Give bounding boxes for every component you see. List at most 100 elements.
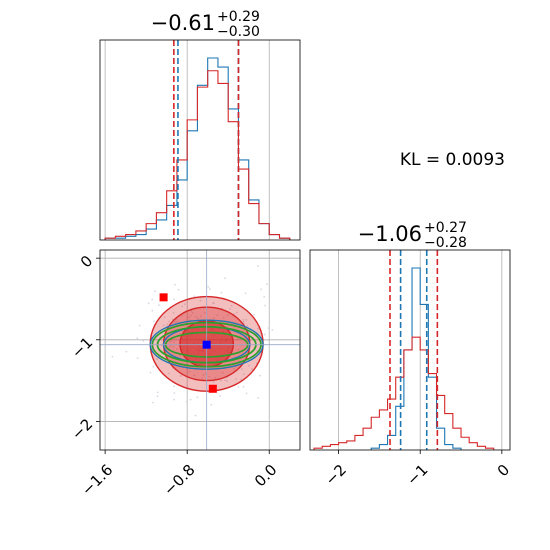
sample-point bbox=[189, 398, 192, 401]
sample-point bbox=[187, 316, 190, 319]
sample-point bbox=[138, 324, 141, 327]
sample-point bbox=[224, 277, 226, 280]
sample-point bbox=[204, 311, 206, 314]
contour-frame bbox=[99, 249, 301, 451]
x-tick-label-0: −2 bbox=[322, 461, 350, 489]
histogram-param-1: −0.61 +0.29 −0.30 bbox=[99, 9, 301, 241]
x-tick-label-1: −0.8 bbox=[160, 461, 198, 499]
sample-point bbox=[258, 374, 261, 377]
sample-point bbox=[175, 348, 178, 351]
sample-point bbox=[136, 337, 139, 340]
sample-point bbox=[242, 319, 245, 321]
sample-point bbox=[152, 401, 154, 404]
y-tick-label-0: 0 bbox=[77, 252, 96, 271]
sample-point bbox=[188, 370, 191, 373]
kl-label: KL = 0.0093 bbox=[400, 150, 505, 170]
sample-point bbox=[267, 339, 270, 342]
sample-point bbox=[260, 288, 263, 291]
sample-point bbox=[251, 368, 254, 370]
sample-point bbox=[168, 320, 170, 323]
sample-point bbox=[154, 290, 156, 293]
sample-point bbox=[242, 321, 245, 323]
sample-point bbox=[167, 372, 170, 375]
contour-param-1-2: −1.6 −0.8 0.0 0 −1 −2 bbox=[68, 249, 301, 499]
sample-point bbox=[191, 311, 194, 314]
sample-point bbox=[201, 377, 204, 380]
sample-point bbox=[156, 395, 159, 398]
sample-point bbox=[151, 298, 154, 301]
x-tick-label-2: 0.0 bbox=[251, 461, 281, 491]
sample-point bbox=[245, 318, 248, 321]
sample-point bbox=[235, 311, 238, 314]
sample-point bbox=[136, 357, 139, 360]
sample-point bbox=[193, 374, 196, 377]
sample-point bbox=[177, 288, 180, 291]
sample-point bbox=[142, 339, 145, 342]
sample-point bbox=[264, 304, 266, 307]
sample-point bbox=[197, 317, 199, 320]
sample-point bbox=[169, 345, 172, 348]
sample-point bbox=[220, 291, 223, 294]
sample-point bbox=[242, 385, 245, 388]
sample-point bbox=[174, 321, 176, 323]
title-lower: −0.30 bbox=[217, 24, 260, 40]
title-upper: +0.27 bbox=[424, 220, 467, 236]
sample-point bbox=[226, 380, 228, 383]
sample-point bbox=[265, 283, 268, 286]
sample-point bbox=[190, 309, 193, 312]
sample-point bbox=[149, 371, 152, 374]
sample-point bbox=[221, 371, 224, 374]
sample-point bbox=[233, 367, 235, 370]
sample-point bbox=[222, 316, 225, 319]
sample-point bbox=[173, 398, 175, 401]
sample-point bbox=[160, 344, 163, 347]
sample-point bbox=[246, 324, 249, 327]
sample-point bbox=[224, 379, 227, 382]
sample-point bbox=[176, 320, 179, 323]
histogram-series-0 bbox=[370, 267, 462, 450]
sample-point bbox=[151, 309, 154, 312]
sample-point bbox=[195, 315, 197, 318]
sample-point bbox=[271, 328, 274, 331]
title-lower: −0.28 bbox=[424, 235, 467, 251]
sample-point bbox=[173, 341, 175, 344]
marker-2 bbox=[202, 340, 211, 349]
sample-point bbox=[257, 327, 259, 330]
sample-point bbox=[152, 365, 155, 368]
histogram-param-2: −2 −1 0 −1.06 +0.27 −0.28 bbox=[309, 220, 513, 489]
sample-point bbox=[240, 378, 243, 381]
sample-point bbox=[185, 400, 188, 403]
title-upper: +0.29 bbox=[217, 9, 260, 25]
sample-point bbox=[147, 302, 150, 305]
sample-point bbox=[156, 391, 159, 394]
sample-point bbox=[212, 381, 215, 383]
sample-point bbox=[248, 364, 250, 367]
sample-point bbox=[193, 295, 196, 298]
sample-point bbox=[257, 265, 259, 268]
sample-point bbox=[156, 358, 158, 360]
sample-point bbox=[204, 373, 207, 375]
sample-point bbox=[125, 350, 128, 353]
sample-point bbox=[214, 377, 217, 379]
sample-point bbox=[189, 314, 192, 317]
histogram-series-0 bbox=[104, 57, 291, 240]
sample-point bbox=[237, 337, 239, 340]
sample-point bbox=[230, 304, 233, 307]
sample-point bbox=[245, 392, 248, 395]
sample-point bbox=[184, 303, 186, 306]
sample-point bbox=[237, 348, 240, 351]
histogram-param-2-title: −1.06 +0.27 −0.28 bbox=[358, 220, 467, 251]
sample-point bbox=[194, 414, 197, 417]
sample-point bbox=[172, 345, 175, 348]
histogram-param-2-frame bbox=[309, 249, 511, 451]
sample-point bbox=[162, 324, 165, 327]
y-tick-label-2: −2 bbox=[68, 415, 96, 443]
marker-1 bbox=[208, 384, 217, 393]
sample-point bbox=[257, 396, 259, 399]
sample-point bbox=[235, 377, 237, 380]
sample-point bbox=[153, 320, 155, 323]
sample-point bbox=[219, 379, 222, 382]
sample-point bbox=[243, 337, 246, 340]
x-tick-label-0: −1.6 bbox=[78, 461, 116, 499]
sample-point bbox=[219, 395, 221, 397]
